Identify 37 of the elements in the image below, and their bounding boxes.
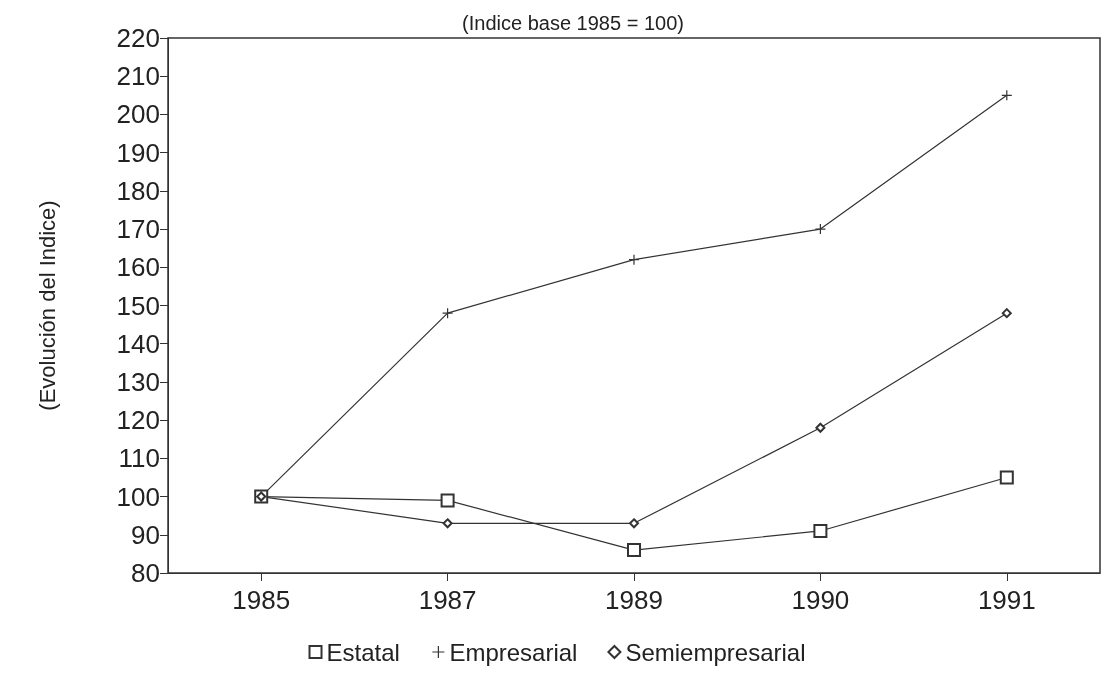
y-tick-label: 220 xyxy=(116,23,160,53)
y-tick-label: 130 xyxy=(116,366,160,397)
legend-label: Estatal xyxy=(326,638,400,666)
y-tick-label: 200 xyxy=(116,99,160,130)
point xyxy=(1001,308,1012,319)
point xyxy=(1001,89,1013,101)
point xyxy=(442,518,453,529)
point xyxy=(440,493,455,508)
x-tick-label: 1989 xyxy=(605,585,663,615)
legend-label: Empresarial xyxy=(449,638,578,666)
y-tick-label: 150 xyxy=(116,290,160,321)
point xyxy=(813,523,828,538)
y-tick-label: 120 xyxy=(116,405,160,436)
x-tick-label: 1985 xyxy=(232,585,291,615)
y-tick-label: 100 xyxy=(116,481,160,512)
y-tick-label: 140 xyxy=(116,328,160,359)
chart-title: (Indice base 1985 = 100) xyxy=(462,12,684,34)
point xyxy=(442,307,454,319)
y-tick-label: 90 xyxy=(131,519,160,550)
y-tick-label: 180 xyxy=(116,175,160,206)
y-tick-label: 160 xyxy=(116,252,160,283)
point xyxy=(627,543,641,558)
x-tick-label: 1991 xyxy=(977,585,1036,615)
x-tick-label: 1990 xyxy=(791,585,850,615)
point xyxy=(629,518,639,529)
y-tick-label: 80 xyxy=(131,558,160,588)
point xyxy=(999,470,1014,485)
y-tick-label: 170 xyxy=(116,214,160,245)
y-tick-label: 190 xyxy=(116,137,160,168)
x-tick-label: 1987 xyxy=(418,585,477,615)
point xyxy=(628,254,640,266)
y-axis-title: (Evolución del Indice) xyxy=(34,200,60,411)
point xyxy=(815,422,826,433)
point xyxy=(814,223,826,235)
y-tick-label: 110 xyxy=(118,443,160,474)
legend-label: Semiempresarial xyxy=(625,638,806,666)
y-tick-label: 210 xyxy=(116,61,160,92)
